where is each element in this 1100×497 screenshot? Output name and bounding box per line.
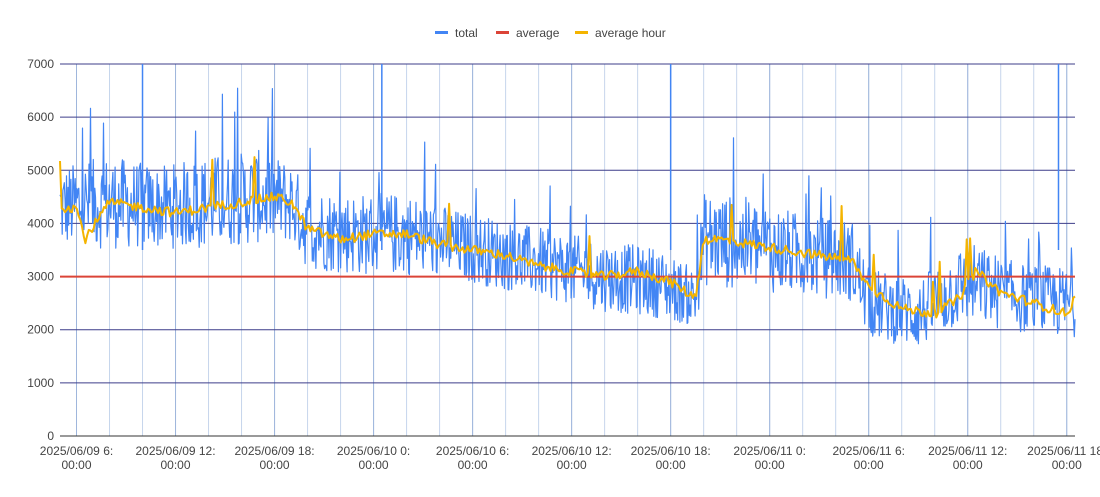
y-tick-label: 1000 [27, 376, 54, 390]
x-tick-label: 2025/06/10 6: [436, 444, 509, 458]
x-tick-label: 2025/06/10 0: [337, 444, 410, 458]
y-axis-ticks: 0 1000 2000 3000 4000 5000 6000 7000 [27, 57, 54, 443]
y-tick-label: 3000 [27, 270, 54, 284]
x-tick-label-time: 00:00 [359, 458, 389, 472]
x-tick-label: 2025/06/10 18: [631, 444, 711, 458]
series-total-line [59, 87, 1076, 345]
y-tick-label: 7000 [27, 57, 54, 71]
x-tick-label: 2025/06/10 12: [532, 444, 612, 458]
x-tick-label-time: 00:00 [854, 458, 884, 472]
x-tick-label-time: 00:00 [458, 458, 488, 472]
x-tick-label: 2025/06/09 12: [135, 444, 215, 458]
y-tick-label: 0 [47, 429, 54, 443]
x-tick-label: 2025/06/11 0: [733, 444, 806, 458]
legend-item-average-hour[interactable]: average hour [575, 26, 666, 40]
legend-label-average-hour: average hour [595, 26, 666, 40]
legend-item-average[interactable]: average [496, 26, 560, 40]
legend-item-total[interactable]: total [435, 26, 478, 40]
legend-label-average: average [516, 26, 560, 40]
x-tick-label-time: 00:00 [61, 458, 91, 472]
y-tick-label: 4000 [27, 216, 54, 230]
y-tick-label: 5000 [27, 163, 54, 177]
x-tick-label: 2025/06/09 18: [235, 444, 315, 458]
x-tick-label-time: 00:00 [557, 458, 587, 472]
plot-area [59, 64, 1076, 345]
legend-swatch-total [435, 31, 448, 34]
y-tick-label: 2000 [27, 323, 54, 337]
legend: total average average hour [435, 26, 666, 40]
x-tick-label-time: 00:00 [161, 458, 191, 472]
legend-swatch-average-hour [575, 31, 588, 34]
x-tick-label: 2025/06/11 12: [928, 444, 1007, 458]
x-tick-label-time: 00:00 [953, 458, 983, 472]
x-gridlines [76, 64, 1068, 436]
x-tick-label-time: 00:00 [656, 458, 686, 472]
series-average-hour-line [59, 156, 1076, 319]
x-tick-label-time: 00:00 [1052, 458, 1082, 472]
x-tick-label: 2025/06/11 6: [832, 444, 905, 458]
x-tick-label-time: 00:00 [260, 458, 290, 472]
legend-swatch-average [496, 31, 509, 34]
x-tick-label: 2025/06/11 18: [1027, 444, 1100, 458]
y-tick-label: 6000 [27, 110, 54, 124]
legend-label-total: total [455, 26, 478, 40]
x-tick-label: 2025/06/09 6: [40, 444, 113, 458]
x-tick-label-time: 00:00 [755, 458, 785, 472]
